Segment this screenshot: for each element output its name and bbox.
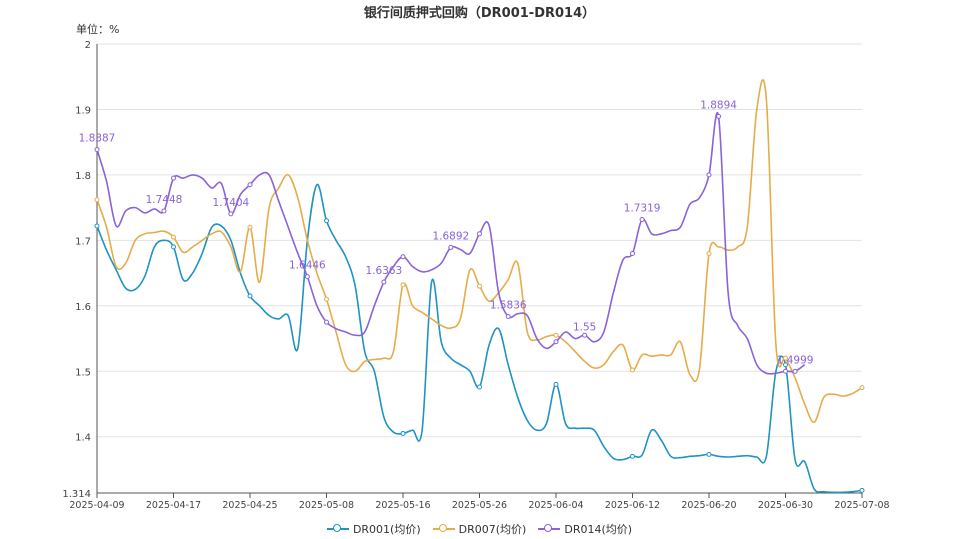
series-2-point[interactable] bbox=[161, 208, 167, 214]
data-label: 1.6363 bbox=[366, 265, 403, 277]
legend: DR001(均价) DR007(均价) DR014(均价) bbox=[0, 521, 959, 537]
chart-title: 银行间质押式回购（DR001-DR014） bbox=[363, 6, 596, 21]
legend-label: DR007(均价) bbox=[458, 523, 527, 536]
series-2-point[interactable] bbox=[304, 274, 310, 280]
data-label: 1.6446 bbox=[289, 260, 326, 272]
series-line-1 bbox=[96, 79, 863, 424]
series-1-point[interactable] bbox=[553, 332, 559, 338]
y-tick-label: 2 bbox=[85, 40, 91, 51]
y-tick-label: 1.314 bbox=[62, 489, 91, 500]
series-1-point[interactable] bbox=[859, 385, 865, 391]
data-label: 1.8387 bbox=[79, 133, 116, 145]
series-2-point[interactable] bbox=[716, 113, 722, 119]
series-0-point[interactable] bbox=[400, 430, 406, 436]
data-label: 1.4999 bbox=[777, 354, 814, 366]
legend-item-2[interactable]: DR014(均价) bbox=[538, 521, 632, 537]
series-1-point[interactable] bbox=[171, 234, 176, 240]
data-label: 1.7448 bbox=[146, 194, 183, 206]
y-tick-label: 1.4 bbox=[75, 433, 91, 444]
data-label: 1.7319 bbox=[624, 202, 661, 214]
series-2-point[interactable] bbox=[228, 211, 234, 217]
grid-lines bbox=[97, 43, 862, 494]
series-2-point[interactable] bbox=[505, 314, 511, 320]
series-2-point[interactable] bbox=[324, 319, 329, 325]
series-1-point[interactable] bbox=[94, 197, 100, 203]
series-0-point[interactable] bbox=[477, 384, 482, 390]
series-2-point[interactable] bbox=[94, 147, 100, 153]
series-1-point[interactable] bbox=[706, 250, 712, 256]
y-tick-label: 1.5 bbox=[75, 367, 91, 378]
series-2-point[interactable] bbox=[477, 231, 482, 237]
series-0-point[interactable] bbox=[553, 381, 559, 387]
x-tick-label: 2025-06-04 bbox=[528, 500, 583, 511]
legend-item-0[interactable]: DR001(均价) bbox=[326, 521, 421, 537]
x-tick-label: 2025-06-12 bbox=[605, 500, 660, 511]
x-tick-label: 2025-04-25 bbox=[222, 500, 277, 511]
series-line-2 bbox=[96, 112, 806, 375]
legend-item-1[interactable]: DR007(均价) bbox=[432, 521, 527, 537]
data-label: 1.7404 bbox=[213, 197, 250, 209]
series-1-point[interactable] bbox=[247, 224, 253, 230]
series-2-point[interactable] bbox=[247, 182, 253, 188]
series-0-point[interactable] bbox=[247, 293, 253, 299]
x-tick-label: 2025-07-08 bbox=[834, 500, 889, 511]
data-label: 1.5836 bbox=[490, 300, 527, 312]
series-2-point[interactable] bbox=[400, 254, 406, 260]
x-tick-label: 2025-05-26 bbox=[452, 500, 507, 511]
data-label: 1.6892 bbox=[432, 230, 469, 242]
series-0-point[interactable] bbox=[859, 487, 865, 493]
series-2-point[interactable] bbox=[792, 368, 798, 374]
legend-swatch bbox=[326, 524, 349, 534]
data-labels: 1.8387 1.7448 1.7404 1.6446 1.6363 1.6892 1.58… bbox=[79, 99, 814, 366]
legend-label: DR014(均价) bbox=[564, 523, 633, 536]
series-2-point[interactable] bbox=[553, 339, 559, 345]
series-2-point[interactable] bbox=[381, 279, 387, 285]
legend-swatch bbox=[538, 524, 561, 534]
series-0-point[interactable] bbox=[94, 223, 100, 229]
series-line-0 bbox=[96, 183, 863, 494]
unit-label: 单位：% bbox=[76, 23, 120, 36]
series-1-point[interactable] bbox=[477, 283, 482, 289]
series-2-point[interactable] bbox=[630, 250, 635, 256]
series-2-point[interactable] bbox=[706, 172, 712, 178]
x-tick-label: 2025-04-17 bbox=[146, 500, 201, 511]
x-tick-label: 2025-06-20 bbox=[681, 500, 736, 511]
y-tick-label: 1.8 bbox=[75, 171, 91, 182]
series-lines bbox=[94, 79, 865, 494]
x-tick-label: 2025-05-08 bbox=[299, 500, 354, 511]
series-2-point[interactable] bbox=[639, 216, 645, 222]
x-tick-label: 2025-04-09 bbox=[69, 500, 124, 511]
axes: 1.314 1.4 1.5 1.6 1.7 1.8 1.9 2 2025-04-09 2025-0… bbox=[62, 40, 889, 511]
series-2-point[interactable] bbox=[448, 244, 454, 250]
series-0-point[interactable] bbox=[706, 451, 712, 457]
series-1-point[interactable] bbox=[783, 355, 788, 361]
legend-label: DR001(均价) bbox=[352, 523, 421, 536]
series-0-point[interactable] bbox=[171, 244, 176, 250]
series-2-point[interactable] bbox=[582, 332, 588, 338]
series-1-point[interactable] bbox=[630, 367, 635, 373]
y-tick-label: 1.7 bbox=[75, 236, 91, 247]
series-0-point[interactable] bbox=[630, 453, 635, 459]
series-2-point[interactable] bbox=[783, 368, 788, 374]
x-tick-label: 2025-05-16 bbox=[375, 500, 430, 511]
y-tick-label: 1.9 bbox=[75, 105, 91, 116]
y-tick-label: 1.6 bbox=[75, 302, 91, 313]
series-1-point[interactable] bbox=[400, 282, 406, 288]
data-label: 1.8894 bbox=[700, 99, 737, 111]
data-label: 1.55 bbox=[573, 322, 596, 334]
legend-swatch bbox=[432, 524, 455, 534]
series-1-point[interactable] bbox=[324, 296, 329, 302]
series-0-point[interactable] bbox=[324, 218, 329, 224]
series-2-point[interactable] bbox=[171, 175, 176, 181]
series-0-point[interactable] bbox=[783, 362, 788, 368]
x-tick-label: 2025-06-30 bbox=[758, 500, 813, 511]
